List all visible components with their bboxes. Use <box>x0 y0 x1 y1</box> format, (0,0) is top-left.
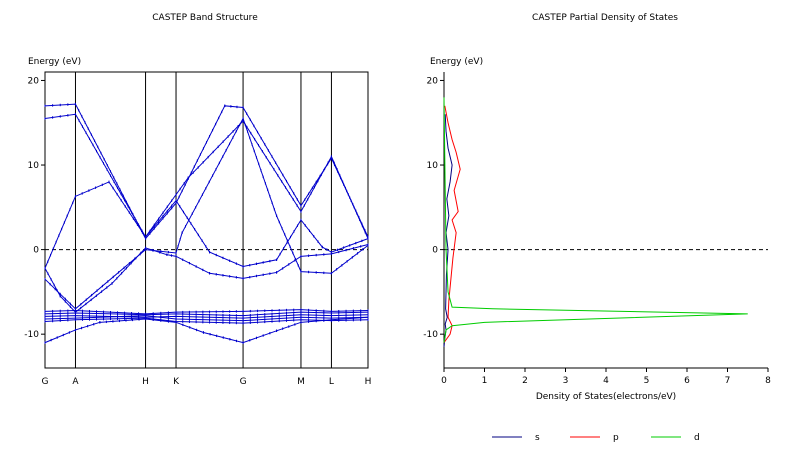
dos-x-tick-label: 2 <box>522 376 528 386</box>
dos-x-tick-label: 8 <box>765 376 771 386</box>
dos-plot: -10 0 10 20 0 1 2 3 4 5 6 7 8 <box>423 72 771 386</box>
band-structure-plot: G A H K G M L H -10 0 10 20 <box>24 71 372 387</box>
k-point-label: M <box>297 377 305 387</box>
dos-y-tick-label: 0 <box>432 246 438 256</box>
dos-x-tick-label: 0 <box>441 376 447 386</box>
band-line <box>44 103 369 240</box>
dos-x-tick-label: 3 <box>563 376 569 386</box>
dos-chart-title: CASTEP Partial Density of States <box>532 13 678 23</box>
dos-y-tick-label: 20 <box>427 76 439 86</box>
y-tick-label: -10 <box>24 330 39 340</box>
band-line <box>44 117 369 310</box>
y-tick-label: 20 <box>28 76 40 86</box>
band-y-label: Energy (eV) <box>28 57 81 67</box>
k-point-label: H <box>142 377 149 387</box>
dos-x-label: Density of States(electrons/eV) <box>536 392 676 402</box>
dos-y-tick-label: 10 <box>427 161 439 171</box>
legend-label-s: s <box>535 433 540 443</box>
k-point-label: L <box>329 377 334 387</box>
band-plot-frame <box>44 71 369 369</box>
k-point-label: K <box>173 377 180 387</box>
k-point-label: H <box>365 377 372 387</box>
band-line <box>44 317 369 324</box>
dos-y-label: Energy (eV) <box>430 57 483 67</box>
dos-y-tick-label: -10 <box>423 330 438 340</box>
dos-line-d <box>443 97 748 343</box>
k-point-label: G <box>42 377 49 387</box>
dos-x-tick-label: 6 <box>684 376 690 386</box>
dos-x-tick-label: 7 <box>725 376 731 386</box>
dos-x-tick-label: 5 <box>644 376 650 386</box>
dos-line-s <box>443 114 453 347</box>
band-line <box>44 181 369 269</box>
legend-label-p: p <box>613 433 619 443</box>
band-line <box>44 316 369 344</box>
band-chart-title: CASTEP Band Structure <box>152 13 258 23</box>
legend-label-d: d <box>694 433 700 443</box>
y-tick-label: 0 <box>33 246 39 256</box>
dos-line-p <box>443 105 461 343</box>
dos-x-tick-label: 1 <box>482 376 488 386</box>
band-line <box>44 244 369 313</box>
dos-x-tick-label: 4 <box>603 376 609 386</box>
y-tick-label: 10 <box>28 161 40 171</box>
k-point-label: G <box>240 377 247 387</box>
k-point-label: A <box>72 377 79 387</box>
